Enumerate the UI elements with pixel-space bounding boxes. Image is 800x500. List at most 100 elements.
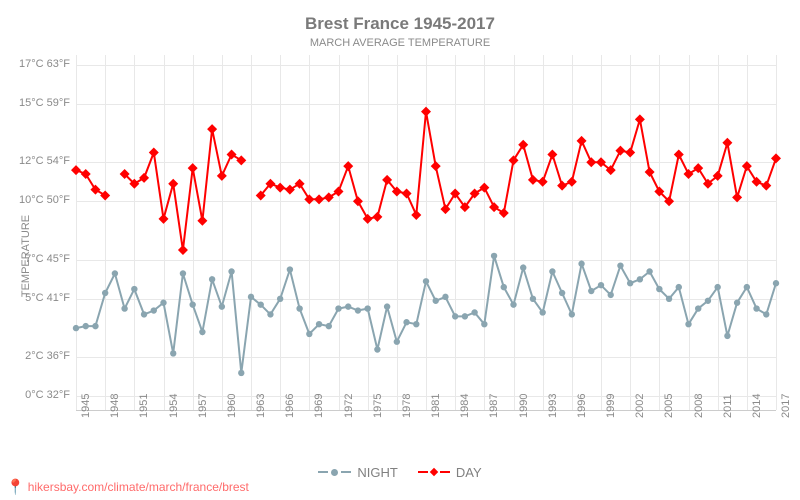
series-marker-day: [674, 149, 684, 159]
series-marker-day: [586, 157, 596, 167]
series-marker-night: [219, 303, 225, 309]
series-marker-night: [121, 305, 127, 311]
x-tick-label: 1963: [255, 394, 267, 418]
x-tick-label: 1978: [401, 394, 413, 418]
series-marker-night: [734, 300, 740, 306]
x-tick-label: 2005: [663, 394, 675, 418]
series-marker-day: [547, 149, 557, 159]
series-marker-night: [112, 270, 118, 276]
x-tick-label: 1999: [605, 394, 617, 418]
series-marker-day: [518, 140, 528, 150]
x-tick-label: 2002: [634, 394, 646, 418]
series-marker-night: [510, 301, 516, 307]
y-tick-label: 0°C 32°F: [0, 389, 70, 401]
series-marker-night: [656, 286, 662, 292]
series-marker-night: [637, 276, 643, 282]
series-marker-day: [635, 114, 645, 124]
series-marker-night: [578, 261, 584, 267]
series-line-day: [76, 112, 776, 251]
y-tick-label: 5°C 41°F: [0, 292, 70, 304]
x-tick-label: 1975: [372, 394, 384, 418]
series-marker-day: [285, 185, 295, 195]
series-marker-day: [207, 124, 217, 134]
series-marker-day: [528, 175, 538, 185]
series-marker-night: [773, 280, 779, 286]
series-marker-day: [334, 187, 344, 197]
series-marker-night: [180, 270, 186, 276]
legend: NIGHT DAY: [0, 460, 800, 480]
series-marker-day: [411, 210, 421, 220]
series-marker-night: [676, 284, 682, 290]
series-marker-day: [722, 138, 732, 148]
series-marker-night: [714, 284, 720, 290]
series-marker-day: [295, 179, 305, 189]
series-marker-night: [695, 305, 701, 311]
series-marker-night: [160, 300, 166, 306]
series-marker-day: [217, 171, 227, 181]
series-marker-day: [625, 148, 635, 158]
series-marker-day: [168, 179, 178, 189]
series-marker-night: [569, 311, 575, 317]
x-tick-label: 1981: [430, 394, 442, 418]
series-marker-day: [615, 146, 625, 156]
series-marker-night: [335, 305, 341, 311]
series-marker-night: [189, 301, 195, 307]
series-marker-night: [627, 280, 633, 286]
series-marker-day: [227, 149, 237, 159]
series-marker-night: [394, 339, 400, 345]
legend-label: DAY: [456, 465, 482, 480]
plot-svg: [76, 55, 776, 410]
source-attribution: 📍 hikersbay.com/climate/march/france/bre…: [6, 478, 249, 496]
legend-item-night: NIGHT: [318, 465, 397, 480]
series-marker-day: [732, 192, 742, 202]
x-tick-label: 1954: [168, 394, 180, 418]
series-marker-day: [509, 155, 519, 165]
series-marker-night: [92, 323, 98, 329]
series-marker-night: [646, 268, 652, 274]
series-marker-night: [296, 305, 302, 311]
series-marker-night: [530, 296, 536, 302]
series-marker-night: [374, 346, 380, 352]
series-marker-day: [557, 181, 567, 191]
series-marker-day: [188, 163, 198, 173]
series-marker-night: [462, 313, 468, 319]
y-tick-label: 10°C 50°F: [0, 194, 70, 206]
gridline-vertical: [776, 55, 777, 410]
series-marker-night: [384, 303, 390, 309]
series-marker-night: [141, 311, 147, 317]
series-marker-night: [170, 350, 176, 356]
series-marker-night: [491, 253, 497, 259]
series-marker-night: [209, 276, 215, 282]
series-marker-day: [440, 204, 450, 214]
series-marker-night: [549, 268, 555, 274]
series-marker-night: [73, 325, 79, 331]
series-marker-night: [83, 323, 89, 329]
y-tick-label: 7°C 45°F: [0, 253, 70, 265]
x-tick-label: 1960: [226, 394, 238, 418]
series-marker-night: [403, 319, 409, 325]
series-marker-day: [645, 167, 655, 177]
series-marker-day: [742, 161, 752, 171]
series-marker-day: [343, 161, 353, 171]
x-tick-label: 1969: [313, 394, 325, 418]
series-marker-day: [314, 194, 324, 204]
series-marker-night: [724, 333, 730, 339]
series-marker-day: [236, 155, 246, 165]
series-marker-night: [753, 305, 759, 311]
series-marker-night: [481, 321, 487, 327]
series-marker-day: [363, 214, 373, 224]
series-marker-day: [100, 190, 110, 200]
series-marker-day: [479, 183, 489, 193]
y-tick-label: 17°C 63°F: [0, 58, 70, 70]
series-marker-day: [499, 208, 509, 218]
series-marker-night: [744, 284, 750, 290]
x-tick-label: 1984: [459, 394, 471, 418]
x-tick-label: 1966: [284, 394, 296, 418]
series-marker-night: [277, 296, 283, 302]
series-marker-night: [501, 284, 507, 290]
series-marker-night: [433, 298, 439, 304]
series-marker-night: [617, 262, 623, 268]
series-marker-night: [520, 264, 526, 270]
series-marker-day: [149, 148, 159, 158]
series-marker-night: [355, 307, 361, 313]
